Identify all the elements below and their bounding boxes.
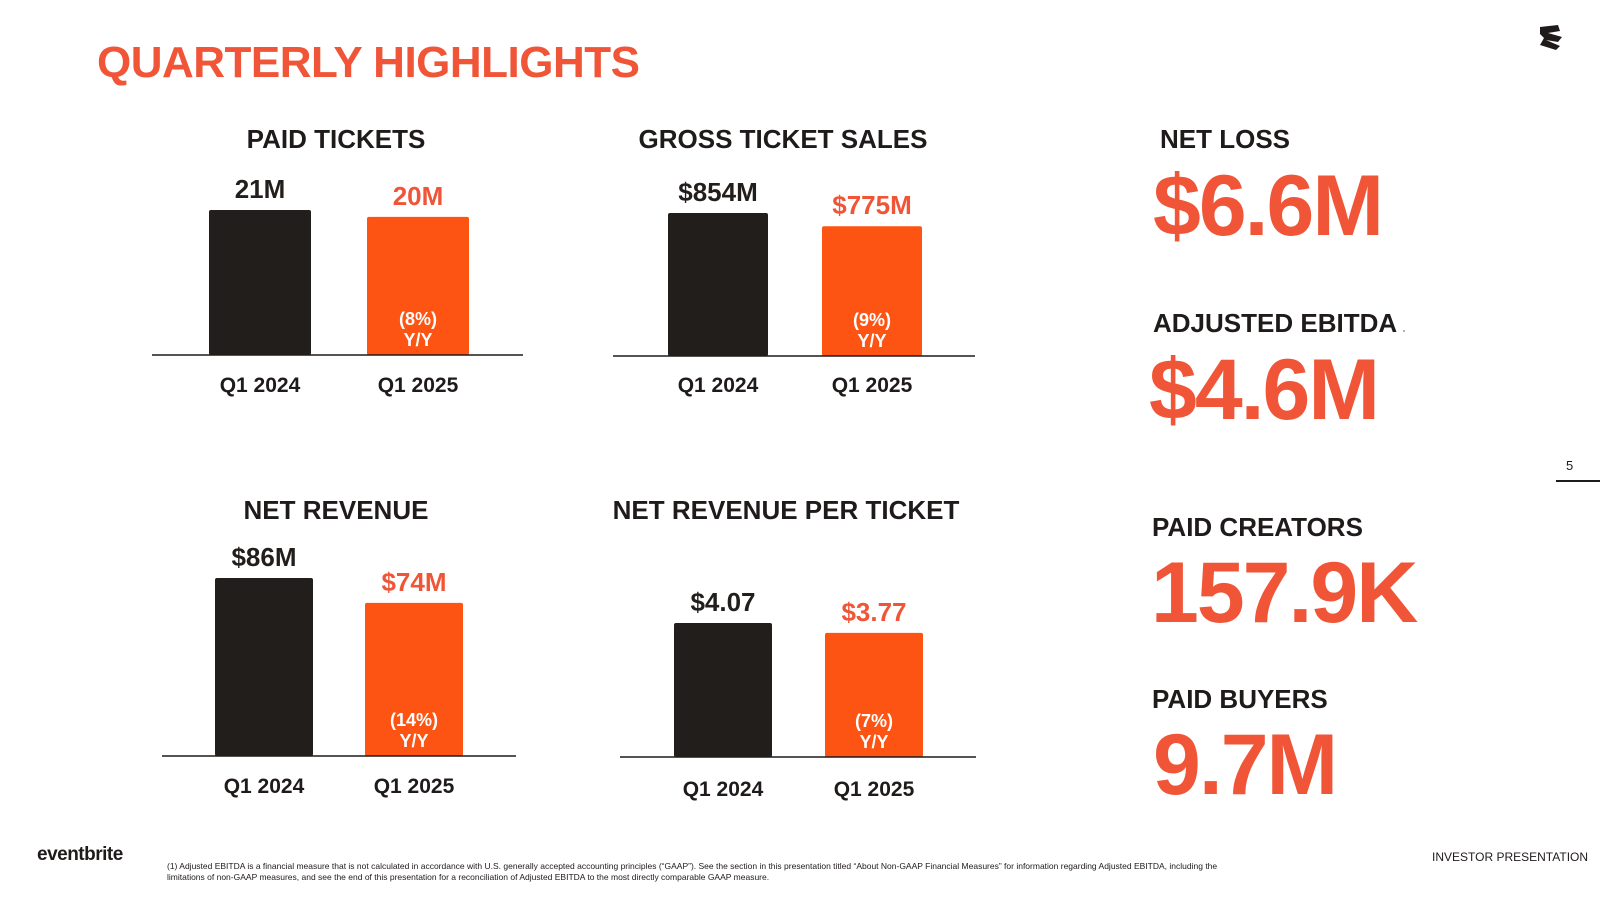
metric-value-net-loss: $6.6M <box>1153 158 1384 254</box>
metric-label-adjusted-ebitda: ADJUSTED EBITDA <box>1153 308 1398 338</box>
bar-value-label: 21M <box>235 174 286 204</box>
metric-label-net-loss: NET LOSS <box>1160 124 1291 154</box>
category-label: Q1 2024 <box>220 374 301 397</box>
bar-value-label: $4.07 <box>690 587 755 617</box>
bar-current <box>365 602 463 756</box>
chart-title: NET REVENUE PER TICKET <box>613 495 960 525</box>
metric-value-adjusted-ebitda: $4.6M <box>1149 342 1380 438</box>
page-number: 5 <box>1566 458 1574 473</box>
bar-prior <box>209 210 311 355</box>
chart-title: NET REVENUE <box>244 495 429 525</box>
yoy-suffix-label: Y/Y <box>403 330 432 350</box>
brand-wordmark: eventbrite <box>37 844 123 865</box>
bar-prior <box>674 623 772 757</box>
category-label: Q1 2024 <box>224 775 305 798</box>
yoy-change-label: (14%) <box>390 710 438 730</box>
metric-label-paid-creators: PAID CREATORS <box>1152 512 1363 542</box>
bar-value-label: $854M <box>678 177 758 207</box>
bar-current <box>367 216 469 355</box>
yoy-suffix-label: Y/Y <box>857 331 886 351</box>
category-label: Q1 2024 <box>678 374 759 397</box>
footnote: (1) Adjusted EBITDA is a financial measu… <box>167 861 1218 882</box>
bar-prior <box>668 213 768 356</box>
decorative-dot <box>1403 330 1405 332</box>
bar-value-label: $3.77 <box>841 597 906 627</box>
yoy-change-label: (9%) <box>853 310 891 330</box>
bar-value-label: $86M <box>231 542 296 572</box>
page-title: QUARTERLY HIGHLIGHTS <box>97 38 640 87</box>
eventbrite-logo-icon <box>1540 25 1562 50</box>
bar-value-label: 20M <box>393 181 444 211</box>
category-label: Q1 2024 <box>683 778 764 801</box>
category-label: Q1 2025 <box>374 775 455 798</box>
chart-title: PAID TICKETS <box>247 124 426 154</box>
yoy-suffix-label: Y/Y <box>859 732 888 752</box>
metric-value-paid-buyers: 9.7M <box>1153 717 1338 813</box>
metric-value-paid-creators: 157.9K <box>1151 545 1418 641</box>
bar-current <box>825 632 923 757</box>
yoy-change-label: (7%) <box>855 711 893 731</box>
yoy-change-label: (8%) <box>399 309 437 329</box>
category-label: Q1 2025 <box>378 374 459 397</box>
category-label: Q1 2025 <box>834 778 915 801</box>
yoy-suffix-label: Y/Y <box>399 731 428 751</box>
footer-label: INVESTOR PRESENTATION <box>1432 850 1589 864</box>
chart-title: GROSS TICKET SALES <box>639 124 928 154</box>
bar-prior <box>215 578 313 756</box>
bar-value-label: $775M <box>832 190 912 220</box>
bar-value-label: $74M <box>381 567 446 597</box>
metric-label-paid-buyers: PAID BUYERS <box>1152 684 1328 714</box>
category-label: Q1 2025 <box>832 374 913 397</box>
page-number-divider <box>1556 480 1600 482</box>
bar-current <box>822 226 922 356</box>
